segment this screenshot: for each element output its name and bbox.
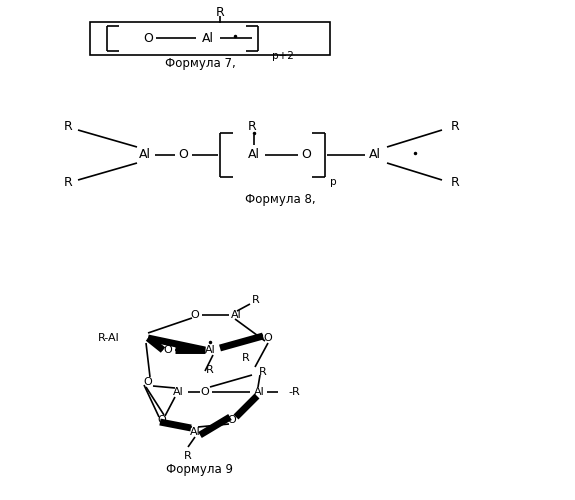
Text: O: O	[158, 415, 166, 425]
Text: O: O	[228, 415, 236, 425]
Text: Al: Al	[205, 345, 216, 355]
Text: R: R	[248, 120, 256, 134]
Text: R: R	[64, 176, 72, 190]
Text: R: R	[252, 295, 260, 305]
Text: O: O	[263, 333, 273, 343]
Text: O: O	[164, 345, 172, 355]
Text: O: O	[143, 32, 153, 44]
Text: Al: Al	[369, 148, 381, 162]
Text: O: O	[178, 148, 188, 162]
Text: R: R	[216, 6, 224, 18]
Text: O: O	[191, 310, 200, 320]
Text: Формула 8,: Формула 8,	[245, 194, 315, 206]
Text: R: R	[451, 176, 459, 190]
Text: Al: Al	[248, 148, 260, 162]
Text: R-Al: R-Al	[98, 333, 120, 343]
Text: R: R	[451, 120, 459, 134]
Text: R: R	[259, 367, 267, 377]
Text: O: O	[301, 148, 311, 162]
Text: Al: Al	[202, 32, 214, 44]
Text: Al: Al	[254, 387, 264, 397]
Text: O: O	[144, 377, 152, 387]
Text: Формула 7,: Формула 7,	[164, 58, 235, 70]
Text: R: R	[206, 365, 214, 375]
Text: O: O	[201, 387, 209, 397]
Text: Al: Al	[139, 148, 151, 162]
Text: Al: Al	[231, 310, 242, 320]
Text: R: R	[184, 451, 192, 461]
Text: Al: Al	[172, 387, 183, 397]
Text: Al: Al	[190, 427, 200, 437]
Text: -R: -R	[288, 387, 300, 397]
Text: Формула 9: Формула 9	[167, 464, 233, 476]
Text: R: R	[242, 353, 250, 363]
Text: R: R	[64, 120, 72, 134]
Text: p: p	[330, 177, 336, 187]
Text: p+2: p+2	[272, 51, 294, 61]
Bar	[90, 22, 330, 55]
